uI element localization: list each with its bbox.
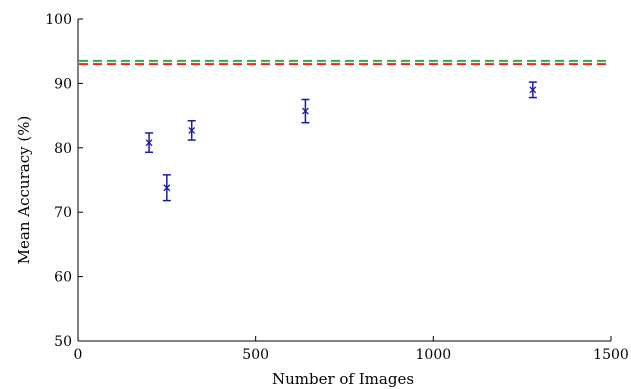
x-marker	[145, 139, 153, 147]
axes	[77, 18, 612, 342]
x-tick-label: 0	[74, 347, 83, 363]
y-tick-label: 90	[54, 76, 72, 92]
data-point	[301, 98, 310, 124]
y-tick-label: 100	[45, 12, 72, 28]
data-points	[145, 81, 537, 202]
x-tick-label: 500	[242, 347, 269, 363]
x-marker	[188, 126, 196, 134]
x-axis-label: Number of Images	[272, 370, 414, 388]
y-tick-label: 60	[54, 270, 72, 286]
y-axis-label: Mean Accuracy (%)	[15, 116, 33, 265]
reference-lines	[79, 59, 610, 66]
y-tick-label: 50	[54, 334, 72, 350]
x-marker	[529, 86, 537, 94]
y-tick-label: 80	[54, 141, 72, 157]
data-point	[162, 174, 171, 202]
x-tick-label: 1500	[593, 347, 629, 363]
x-marker	[163, 184, 171, 192]
data-point	[145, 132, 154, 154]
data-point	[528, 81, 537, 99]
data-point	[187, 120, 196, 141]
x-marker	[301, 107, 309, 115]
y-tick-label: 70	[54, 205, 72, 221]
x-tick-label: 1000	[416, 347, 452, 363]
